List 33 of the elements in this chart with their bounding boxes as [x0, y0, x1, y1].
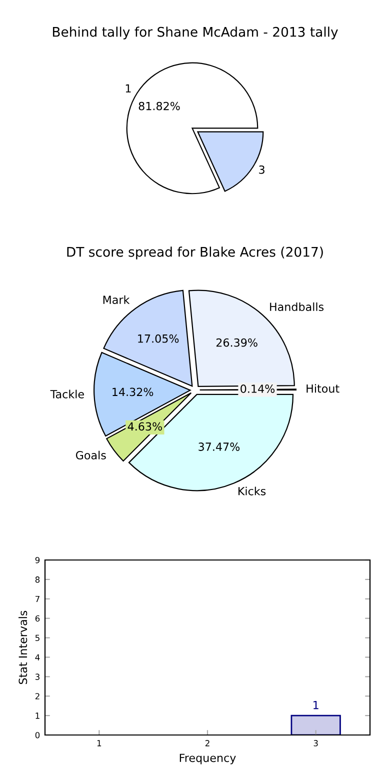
x-tick-label: 3 [314, 740, 318, 746]
data-label: 1 [314, 700, 318, 710]
chart-title: Behind tally for Shane McAdam - 2013 tally [52, 26, 338, 40]
y-axis-title: Stat Intervals [18, 610, 28, 684]
slice-label: Tackle [50, 390, 84, 398]
y-tick-label: 3 [35, 674, 40, 680]
slice-label: Handballs [270, 302, 324, 312]
data-label: 17.05% [138, 334, 179, 343]
slice-label: Goals [76, 450, 106, 460]
y-tick-label: 9 [35, 556, 40, 564]
y-tick-label: 1 [36, 712, 40, 719]
y-tick-label: 6 [35, 615, 40, 622]
slice-label: 1 [126, 84, 131, 92]
slice-label: Kicks [238, 486, 266, 496]
slice-label: 3 [259, 165, 264, 174]
x-tick-label: 1 [97, 740, 102, 746]
data-label: 81.82% [138, 102, 180, 110]
y-tick-label: 5 [35, 634, 40, 642]
data-label: 26.39% [216, 338, 258, 347]
chart-title: DT score spread for Blake Acres (2017) [67, 246, 323, 260]
data-label: 0.14% [240, 384, 275, 393]
data-label: 14.32% [112, 388, 154, 396]
y-tick-label: 0 [35, 732, 40, 738]
slice-label: Mark [103, 295, 130, 304]
data-label: 37.47% [198, 442, 240, 451]
x-tick-label: 2 [205, 740, 210, 746]
y-tick-label: 4 [35, 654, 40, 660]
slice-label: Hitout [306, 384, 340, 393]
y-tick-label: 7 [36, 596, 40, 602]
data-label: 4.63% [128, 422, 162, 431]
y-tick-label: 8 [35, 576, 40, 583]
y-tick-label: 2 [35, 693, 40, 700]
x-axis-title: Frequency [180, 754, 236, 764]
